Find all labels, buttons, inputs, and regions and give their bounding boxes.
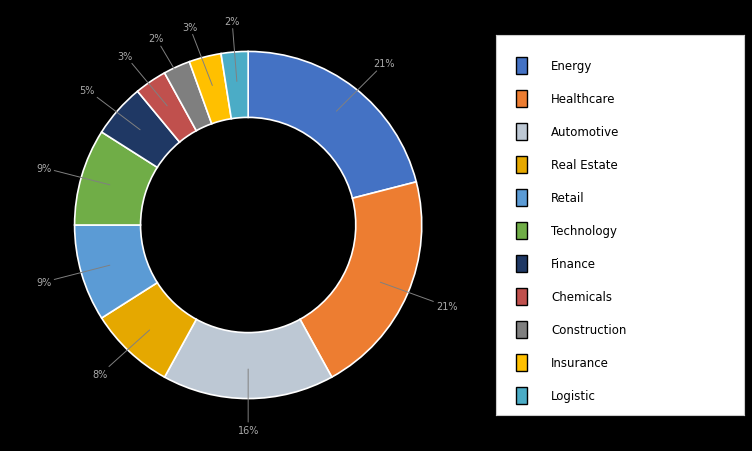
Text: Retail: Retail [551,192,584,205]
FancyBboxPatch shape [516,190,527,207]
Wedge shape [248,52,417,199]
Wedge shape [102,283,196,377]
Text: Insurance: Insurance [551,357,609,369]
Wedge shape [300,183,422,377]
FancyBboxPatch shape [516,289,527,306]
FancyBboxPatch shape [516,354,527,372]
Wedge shape [74,133,157,226]
Text: 9%: 9% [36,266,110,287]
Text: 2%: 2% [148,34,189,95]
Wedge shape [74,226,157,318]
FancyBboxPatch shape [516,223,527,239]
Text: 9%: 9% [36,164,110,185]
FancyBboxPatch shape [516,387,527,405]
Text: Real Estate: Real Estate [551,159,617,172]
Text: 16%: 16% [238,369,259,435]
Text: Construction: Construction [551,323,626,336]
FancyBboxPatch shape [516,322,527,339]
Text: Energy: Energy [551,60,593,73]
FancyBboxPatch shape [516,91,527,108]
Text: Logistic: Logistic [551,390,596,402]
Text: Technology: Technology [551,225,617,238]
Text: Finance: Finance [551,258,596,271]
Text: Chemicals: Chemicals [551,290,612,304]
Text: 5%: 5% [79,85,140,130]
FancyBboxPatch shape [516,124,527,141]
Text: 21%: 21% [381,283,458,312]
FancyBboxPatch shape [516,157,527,174]
Wedge shape [190,55,232,124]
FancyBboxPatch shape [516,256,527,273]
Text: Automotive: Automotive [551,126,620,139]
Text: Healthcare: Healthcare [551,93,615,106]
Wedge shape [165,63,212,131]
Text: 3%: 3% [118,51,167,106]
Text: 8%: 8% [92,330,150,379]
Wedge shape [102,92,180,168]
Wedge shape [165,320,332,399]
Text: 3%: 3% [182,23,212,86]
FancyBboxPatch shape [516,58,527,75]
Wedge shape [221,52,248,120]
Text: 21%: 21% [336,59,396,112]
Wedge shape [138,74,196,143]
Text: 2%: 2% [224,17,240,82]
